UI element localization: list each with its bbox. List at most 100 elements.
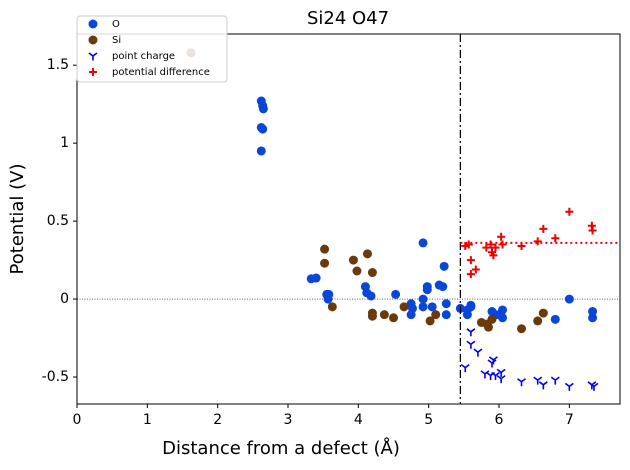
point xyxy=(496,374,506,384)
point xyxy=(538,308,548,318)
point xyxy=(348,255,358,265)
point xyxy=(466,340,476,349)
point xyxy=(425,316,435,326)
legend-marker xyxy=(88,35,98,45)
point xyxy=(441,310,451,320)
point xyxy=(494,310,504,320)
point xyxy=(486,240,495,249)
point xyxy=(498,240,507,249)
point xyxy=(362,249,372,259)
point xyxy=(480,370,490,379)
x-tick-label: 6 xyxy=(495,412,504,428)
point xyxy=(588,226,597,235)
point xyxy=(550,314,560,324)
x-tick-label: 2 xyxy=(213,412,222,428)
point xyxy=(311,273,321,283)
point xyxy=(533,237,542,246)
point xyxy=(487,359,497,368)
legend: O Si point charge potential difference xyxy=(76,15,228,83)
point xyxy=(564,382,574,391)
point xyxy=(471,265,480,274)
point xyxy=(441,299,451,309)
y-tick-label: 0.5 xyxy=(47,213,69,229)
legend-marker xyxy=(88,19,98,29)
point xyxy=(533,376,543,385)
point xyxy=(352,266,362,276)
point xyxy=(482,243,491,252)
point xyxy=(418,238,428,248)
x-tick-label: 5 xyxy=(424,412,433,428)
point xyxy=(422,285,432,295)
point xyxy=(406,310,416,320)
point xyxy=(431,310,441,320)
point xyxy=(391,289,401,299)
point xyxy=(439,261,449,271)
point xyxy=(551,234,560,243)
legend-label: point charge xyxy=(112,51,175,62)
point xyxy=(466,302,476,312)
point xyxy=(538,381,548,390)
point xyxy=(258,104,268,114)
legend-box xyxy=(76,15,228,83)
point xyxy=(427,302,437,312)
x-tick-label: 7 xyxy=(565,412,574,428)
point xyxy=(491,371,500,380)
point xyxy=(489,251,498,260)
point xyxy=(399,302,409,312)
point xyxy=(320,244,330,254)
point xyxy=(466,270,475,279)
point xyxy=(589,382,599,391)
point xyxy=(473,348,483,357)
point xyxy=(323,294,333,304)
y-axis-label: Potential (V) xyxy=(7,164,28,275)
point xyxy=(438,282,448,292)
point xyxy=(496,368,506,377)
point xyxy=(389,313,399,323)
point xyxy=(565,207,574,216)
point xyxy=(466,256,475,265)
point xyxy=(483,322,493,332)
point xyxy=(517,324,527,334)
plot-frame xyxy=(76,33,621,405)
point xyxy=(588,313,598,323)
point xyxy=(491,243,500,252)
point xyxy=(460,364,470,373)
point xyxy=(550,376,560,385)
x-tick-label: 1 xyxy=(143,412,152,428)
legend-marker xyxy=(88,52,98,61)
point xyxy=(564,294,574,304)
point xyxy=(497,232,506,241)
point xyxy=(367,268,377,278)
point xyxy=(517,378,527,387)
point xyxy=(418,294,428,304)
point xyxy=(327,302,337,312)
y-tick-label: 0 xyxy=(60,291,69,307)
x-tick-label: 4 xyxy=(354,412,363,428)
point xyxy=(418,302,428,312)
point xyxy=(466,328,476,337)
x-tick-label: 3 xyxy=(284,412,293,428)
point xyxy=(256,146,266,156)
x-tick-label: 0 xyxy=(73,412,82,428)
point xyxy=(539,224,548,233)
x-axis-label: Distance from a defect (Å) xyxy=(162,437,400,459)
point xyxy=(487,314,497,324)
y-tick-label: 1 xyxy=(60,135,69,151)
point xyxy=(533,316,543,326)
y-tick-label: 1.5 xyxy=(47,57,69,73)
point xyxy=(379,310,389,320)
point xyxy=(367,311,377,321)
point xyxy=(588,307,598,317)
legend-label: O xyxy=(112,19,120,30)
chart-title: Si24 O47 xyxy=(307,8,389,29)
legend-label: potential difference xyxy=(112,67,210,78)
point xyxy=(464,240,473,249)
point xyxy=(366,291,376,301)
legend-marker xyxy=(89,68,97,76)
point xyxy=(462,310,472,320)
point xyxy=(258,124,268,134)
point xyxy=(320,258,330,268)
y-tick-label: -0.5 xyxy=(42,369,69,385)
legend-label: Si xyxy=(112,35,121,46)
